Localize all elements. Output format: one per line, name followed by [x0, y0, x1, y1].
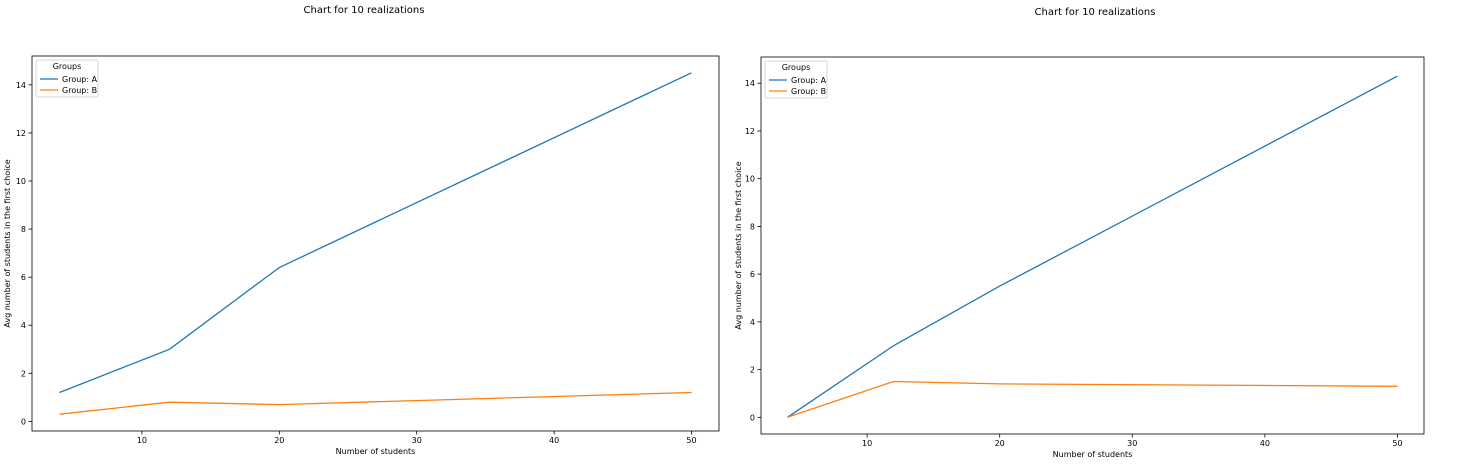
plot-frame [760, 56, 1425, 435]
chart-title: Chart for 10 realizations [304, 5, 425, 16]
y-tick-label: 10 [16, 177, 26, 186]
y-tick-label: 12 [745, 127, 755, 136]
legend-entry: Group: A [62, 75, 98, 84]
y-axis-label: Avg number of students in the first choi… [3, 159, 12, 327]
y-tick-label: 0 [750, 413, 755, 422]
x-tick-label: 10 [862, 439, 872, 448]
series-line-group-a [787, 75, 1398, 418]
x-axis-label: Number of students [1053, 450, 1133, 459]
x-tick-label: 50 [686, 436, 696, 445]
x-tick-label: 30 [1127, 439, 1137, 448]
x-tick-label: 20 [995, 439, 1005, 448]
chart-right: Chart for 10 realizations 10 20 30 40 50 0 2 4 6 8… [734, 7, 1425, 459]
x-axis-label: Number of students [336, 447, 416, 456]
y-tick-label: 4 [21, 321, 26, 330]
y-tick-label: 6 [750, 270, 755, 279]
x-tick-label: 20 [274, 436, 284, 445]
x-tick-label: 40 [1260, 439, 1270, 448]
legend-entry: Group: A [791, 76, 827, 85]
x-tick-label: 10 [137, 436, 147, 445]
legend-title: Groups [782, 63, 811, 72]
x-tick-label: 50 [1392, 439, 1402, 448]
y-tick-label: 12 [16, 129, 26, 138]
series-line-group-b [787, 380, 1398, 418]
y-tick-label: 4 [750, 318, 755, 327]
x-tick-label: 30 [412, 436, 422, 445]
legend-entry: Group: B [791, 87, 826, 96]
series-line-group-a [59, 72, 692, 394]
chart-title: Chart for 10 realizations [1035, 7, 1156, 18]
plot-frame [31, 55, 720, 432]
y-tick-label: 8 [21, 225, 26, 234]
chart-left: Chart for 10 realizations 10 20 30 40 50 0 2 4 6 8… [3, 5, 720, 456]
y-tick-label: 2 [750, 366, 755, 375]
series-line-group-b [59, 391, 692, 415]
y-tick-label: 14 [745, 79, 755, 88]
y-axis-label: Avg number of students in the first choi… [734, 161, 743, 329]
y-tick-label: 10 [745, 175, 755, 184]
y-tick-label: 6 [21, 273, 26, 282]
legend-box [764, 60, 828, 99]
y-tick-label: 14 [16, 81, 26, 90]
legend-entry: Group: B [62, 86, 97, 95]
legend-box [35, 59, 99, 98]
y-tick-label: 8 [750, 222, 755, 231]
y-tick-label: 0 [21, 417, 26, 426]
legend-title: Groups [53, 62, 82, 71]
x-tick-label: 40 [549, 436, 559, 445]
y-tick-label: 2 [21, 369, 26, 378]
